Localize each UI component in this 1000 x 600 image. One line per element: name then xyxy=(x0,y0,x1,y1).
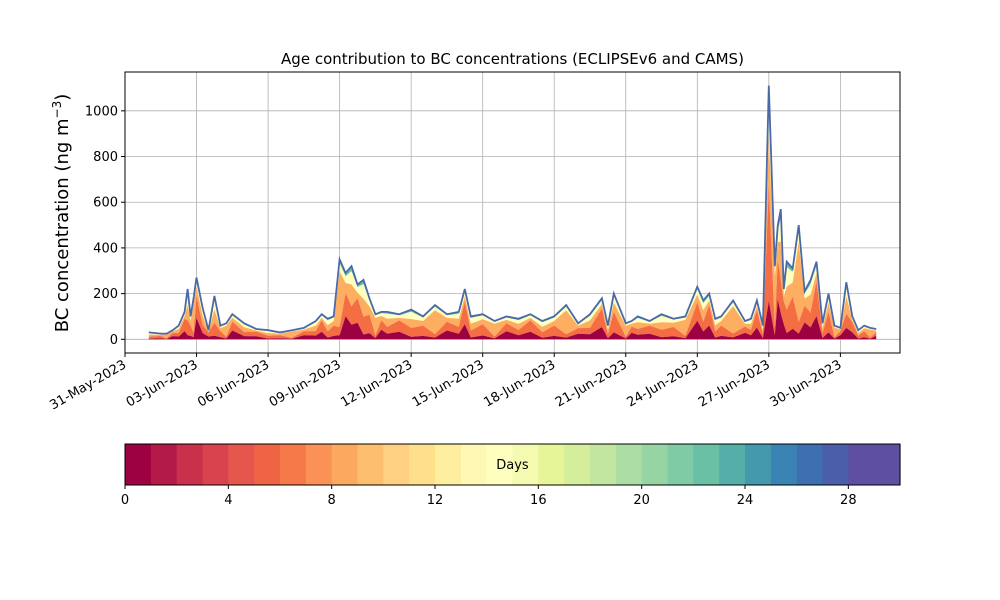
colorbar-tick-label: 4 xyxy=(224,493,232,508)
colorbar-segment xyxy=(202,444,229,485)
colorbar-segment xyxy=(641,444,669,485)
colorbar-segment xyxy=(435,444,462,485)
colorbar-tick-label: 28 xyxy=(840,493,857,508)
colorbar-label: Days xyxy=(496,458,529,473)
colorbar-segment xyxy=(719,444,746,485)
colorbar-segment xyxy=(615,444,643,485)
age-band-area-2d xyxy=(148,299,877,340)
colorbar-segment xyxy=(564,444,591,485)
colorbar-segment xyxy=(848,444,875,485)
y-tick-label: 0 xyxy=(110,333,118,348)
colorbar-segment xyxy=(486,444,514,485)
y-axis-label-main: BC concentration (ng m xyxy=(52,118,73,332)
colorbar-tick-label: 12 xyxy=(427,493,444,508)
colorbar: 0 4 8 12 16 20 24 28 xyxy=(121,443,901,508)
colorbar-segment xyxy=(460,444,488,485)
colorbar-segment xyxy=(254,444,281,485)
colorbar-segment xyxy=(176,444,204,485)
chart-title: Age contribution to BC concentrations (E… xyxy=(281,50,744,68)
colorbar-segment xyxy=(280,444,307,485)
colorbar-segment xyxy=(357,444,384,485)
colorbar-segment xyxy=(745,444,772,485)
colorbar-segment xyxy=(590,444,617,485)
colorbar-segment xyxy=(822,444,849,485)
colorbar-segment xyxy=(512,444,539,485)
y-tick-label: 1000 xyxy=(85,104,118,119)
colorbar-tick-label: 8 xyxy=(328,493,336,508)
y-tick-label: 600 xyxy=(93,196,118,211)
colorbar-segment xyxy=(125,444,152,485)
y-axis-label-close: ) xyxy=(52,94,73,101)
x-tick-label: 31-May-2023 xyxy=(47,357,129,413)
y-tick-label: 200 xyxy=(93,287,118,302)
x-tick-label: 30-Jun-2023 xyxy=(768,357,845,410)
x-tick-label: 24-Jun-2023 xyxy=(624,357,701,410)
colorbar-tick-label: 0 xyxy=(121,493,129,508)
x-tick-label: 21-Jun-2023 xyxy=(553,357,630,410)
x-tick-label: 03-Jun-2023 xyxy=(124,357,201,410)
colorbar-segment xyxy=(770,444,798,485)
axes-frame xyxy=(124,71,901,354)
colorbar-segment xyxy=(667,444,694,485)
x-tick-label: 06-Jun-2023 xyxy=(195,357,272,410)
colorbar-segment xyxy=(874,444,901,485)
colorbar-segment xyxy=(538,444,565,485)
colorbar-segment xyxy=(693,444,720,485)
x-tick-label: 27-Jun-2023 xyxy=(696,357,773,410)
plot-area: 0200400600800100031-May-202303-Jun-20230… xyxy=(47,71,901,413)
x-tick-label: 18-Jun-2023 xyxy=(481,357,558,410)
colorbar-segment xyxy=(331,444,359,485)
x-tick-label: 12-Jun-2023 xyxy=(338,357,415,410)
colorbar-segment xyxy=(305,444,333,485)
y-tick-label: 800 xyxy=(93,150,118,165)
colorbar-segment xyxy=(383,444,410,485)
colorbar-segment xyxy=(409,444,436,485)
x-tick-label: 15-Jun-2023 xyxy=(410,357,487,410)
y-tick-label: 400 xyxy=(93,241,118,256)
x-tick-label: 09-Jun-2023 xyxy=(267,357,344,410)
y-axis-label: BC concentration (ng m−3) xyxy=(50,94,73,333)
colorbar-tick-label: 24 xyxy=(737,493,754,508)
age-band-area-6d xyxy=(148,187,877,339)
colorbar-tick-label: 20 xyxy=(633,493,650,508)
colorbar-frame xyxy=(124,443,901,486)
y-axis-label-superscript: −3 xyxy=(50,101,64,119)
total-concentration-line xyxy=(148,85,877,335)
colorbar-segment xyxy=(228,444,255,485)
colorbar-segment xyxy=(796,444,824,485)
colorbar-tick-label: 16 xyxy=(530,493,547,508)
colorbar-segment xyxy=(150,444,178,485)
